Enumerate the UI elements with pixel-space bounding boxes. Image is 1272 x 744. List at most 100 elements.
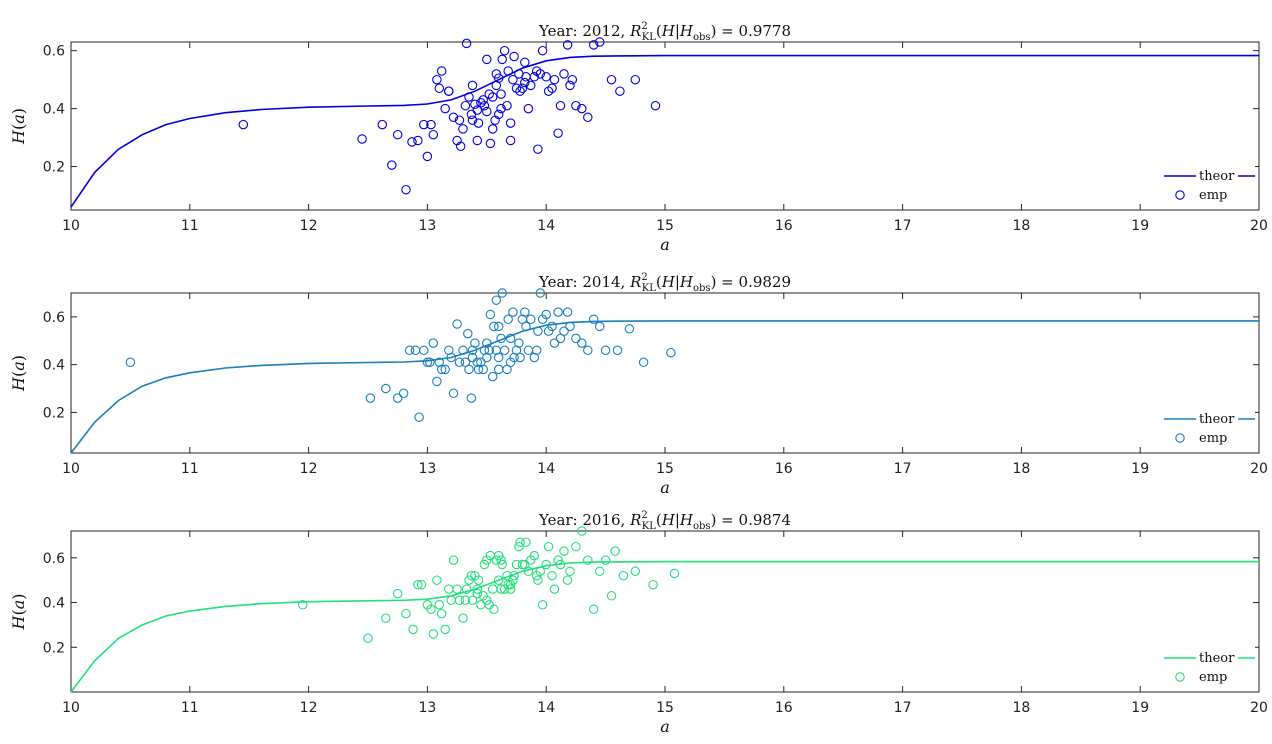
emp-point bbox=[559, 69, 569, 79]
x-axis-label: a bbox=[660, 235, 670, 254]
emp-point bbox=[482, 352, 492, 363]
emp-point bbox=[555, 100, 566, 111]
emp-point bbox=[238, 119, 249, 130]
emp-point bbox=[482, 106, 492, 117]
emp-point bbox=[562, 307, 573, 317]
emp-point bbox=[466, 393, 477, 403]
emp-point bbox=[479, 559, 490, 570]
emp-point bbox=[392, 588, 403, 599]
emp-point bbox=[428, 629, 439, 639]
emp-point bbox=[541, 309, 551, 320]
emp-point bbox=[482, 338, 492, 348]
theor-line bbox=[70, 320, 1259, 454]
emp-point bbox=[377, 119, 388, 130]
emp-point bbox=[497, 559, 507, 570]
emp-point bbox=[444, 86, 454, 96]
y-tick-label: 0.2 bbox=[43, 160, 65, 176]
y-tick-label: 0.4 bbox=[43, 102, 65, 118]
emp-point bbox=[422, 151, 433, 162]
emp-point bbox=[559, 326, 569, 336]
emp-point bbox=[496, 555, 506, 565]
x-tick-label: 10 bbox=[62, 461, 80, 477]
emp-point bbox=[618, 570, 629, 581]
x-tick-label: 15 bbox=[656, 218, 674, 234]
emp-point bbox=[487, 371, 498, 382]
emp-point bbox=[533, 326, 543, 336]
x-tick-label: 10 bbox=[62, 700, 80, 716]
x-tick-label: 17 bbox=[894, 218, 912, 234]
x-tick-label: 19 bbox=[1131, 218, 1149, 234]
emp-point bbox=[472, 357, 483, 368]
legend-point-marker bbox=[1175, 433, 1185, 443]
emp-point bbox=[484, 89, 494, 99]
emp-point bbox=[588, 314, 599, 325]
emp-point bbox=[493, 352, 504, 363]
emp-point bbox=[472, 135, 483, 146]
emp-point bbox=[478, 364, 488, 375]
legend-emp-label: emp bbox=[1199, 431, 1227, 446]
emp-point bbox=[476, 98, 486, 108]
emp-point bbox=[571, 100, 581, 111]
emp-point bbox=[630, 566, 641, 577]
emp-point bbox=[502, 100, 512, 111]
x-tick-label: 18 bbox=[1012, 700, 1030, 716]
x-tick-label: 13 bbox=[418, 218, 436, 234]
emp-point bbox=[466, 570, 477, 581]
emp-point bbox=[461, 584, 472, 594]
emp-point bbox=[413, 135, 423, 146]
emp-point bbox=[482, 54, 492, 65]
x-tick-label: 17 bbox=[894, 700, 912, 716]
emp-point bbox=[505, 357, 516, 368]
emp-point bbox=[467, 352, 478, 363]
emp-point bbox=[496, 333, 506, 344]
x-tick-label: 20 bbox=[1250, 700, 1268, 716]
emp-point bbox=[473, 575, 484, 585]
emp-point bbox=[125, 357, 136, 368]
emp-point bbox=[479, 100, 490, 111]
emp-point bbox=[491, 295, 502, 305]
y-axis-label: H(a) bbox=[9, 355, 28, 392]
y-tick-label: 0.2 bbox=[43, 640, 65, 656]
emp-point bbox=[505, 584, 516, 594]
emp-point bbox=[529, 550, 540, 561]
emp-point bbox=[535, 288, 546, 298]
plot-area bbox=[70, 41, 1260, 211]
emp-point bbox=[470, 338, 480, 348]
emp-point bbox=[392, 129, 403, 140]
emp-point bbox=[426, 119, 436, 130]
emp-point bbox=[669, 568, 680, 579]
emp-point bbox=[485, 138, 496, 149]
emp-point bbox=[499, 45, 510, 56]
emp-point bbox=[491, 69, 502, 79]
x-tick-label: 18 bbox=[1012, 218, 1030, 234]
emp-point bbox=[541, 72, 551, 82]
emp-point bbox=[520, 307, 530, 317]
emp-point bbox=[454, 595, 465, 606]
emp-point bbox=[381, 613, 391, 623]
emp-point bbox=[478, 95, 488, 105]
emp-point bbox=[535, 566, 546, 577]
emp-point bbox=[549, 338, 560, 348]
plot-area bbox=[70, 292, 1260, 454]
emp-point bbox=[387, 160, 397, 170]
emp-point bbox=[537, 45, 548, 56]
emp-point bbox=[446, 352, 456, 363]
emp-point bbox=[606, 591, 617, 601]
x-tick-label: 11 bbox=[181, 461, 199, 477]
emp-point bbox=[428, 338, 439, 348]
emp-point bbox=[496, 584, 506, 594]
emp-point bbox=[491, 80, 502, 91]
emp-point bbox=[559, 546, 569, 556]
emp-point bbox=[547, 83, 557, 94]
emp-point bbox=[432, 575, 442, 585]
emp-point bbox=[537, 600, 548, 610]
emp-point bbox=[547, 321, 557, 332]
emp-point bbox=[562, 575, 573, 585]
emp-point bbox=[567, 74, 578, 85]
emp-point bbox=[612, 345, 623, 356]
emp-point bbox=[515, 352, 525, 363]
emp-point bbox=[583, 345, 593, 356]
emp-point bbox=[509, 51, 519, 62]
emp-point bbox=[401, 608, 411, 619]
emp-point bbox=[520, 57, 530, 68]
